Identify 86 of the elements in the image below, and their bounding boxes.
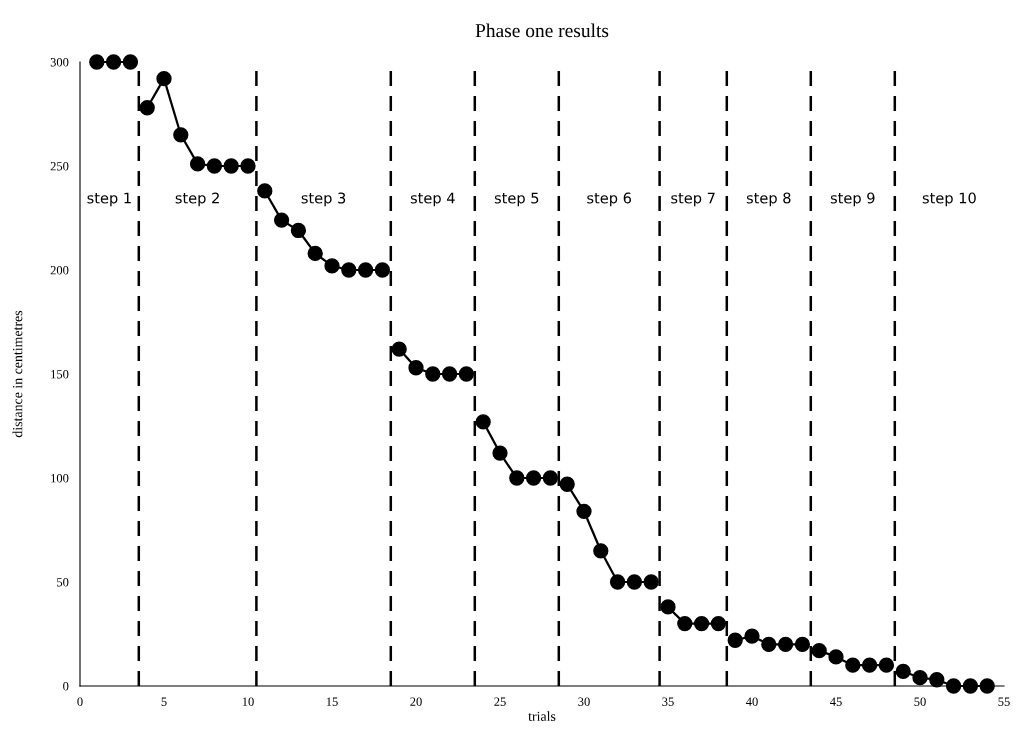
annotation: step 10 <box>922 192 976 207</box>
point <box>425 366 441 382</box>
y-tick-label: 0 <box>63 682 69 691</box>
point <box>828 649 844 665</box>
point <box>643 574 659 590</box>
point <box>525 470 542 486</box>
point <box>811 643 827 659</box>
annotation: step 8 <box>746 192 791 207</box>
point <box>475 414 491 430</box>
y-tick-label: 50 <box>57 578 69 587</box>
point <box>492 445 508 461</box>
point <box>189 156 206 172</box>
x-tick-label: 45 <box>829 697 842 706</box>
point <box>273 212 290 228</box>
point <box>576 503 592 519</box>
point <box>374 262 391 278</box>
annotation: step 5 <box>494 192 539 207</box>
annotation: step 2 <box>175 192 219 207</box>
y-tick-label: 300 <box>50 58 69 67</box>
point <box>240 158 256 174</box>
point <box>861 657 878 673</box>
point <box>794 636 811 653</box>
point <box>929 672 945 688</box>
point <box>341 262 357 278</box>
x-tick-label: 35 <box>662 697 674 706</box>
point <box>660 599 676 615</box>
point <box>173 127 189 143</box>
x-tick-label: 30 <box>578 697 590 706</box>
x-tick-label: 15 <box>326 697 338 706</box>
point <box>206 158 223 174</box>
chart-title: Phase one results <box>475 23 609 38</box>
point <box>744 628 760 644</box>
annotation: step 3 <box>301 192 346 207</box>
point <box>458 366 475 382</box>
y-tick-label: 200 <box>50 266 69 275</box>
point <box>895 663 911 680</box>
point <box>677 615 693 632</box>
point <box>122 54 139 70</box>
annotation: step 1 <box>87 192 131 207</box>
annotation: step 6 <box>587 192 632 207</box>
point <box>878 657 895 673</box>
x-axis-title: trials <box>528 711 556 721</box>
x-tick-label: 10 <box>242 697 254 706</box>
x-tick-label: 55 <box>998 697 1010 706</box>
annotation: step 7 <box>671 192 715 207</box>
annotation: step 4 <box>410 192 455 207</box>
point <box>979 678 995 694</box>
point <box>391 341 407 357</box>
point <box>307 245 323 261</box>
y-tick-label: 150 <box>51 370 69 379</box>
x-tick-label: 50 <box>914 697 926 706</box>
point <box>357 262 374 278</box>
point <box>441 366 458 382</box>
point <box>626 574 643 590</box>
point <box>761 636 777 653</box>
point <box>257 183 273 199</box>
point <box>408 360 424 376</box>
point <box>845 657 861 673</box>
point <box>727 632 743 648</box>
x-tick-label: 0 <box>77 697 83 706</box>
point <box>89 54 105 70</box>
point <box>509 470 525 486</box>
point <box>912 670 928 686</box>
point <box>223 158 239 174</box>
y-tick-label: 250 <box>50 162 69 171</box>
point <box>542 470 559 486</box>
point <box>777 636 794 653</box>
point <box>324 258 340 274</box>
point <box>559 476 575 492</box>
point <box>105 54 122 70</box>
x-tick-label: 20 <box>410 697 422 706</box>
y-axis-title: distance in centimetres <box>12 310 23 438</box>
point <box>710 615 727 632</box>
point <box>156 71 172 87</box>
point <box>290 222 307 239</box>
x-tick-label: 25 <box>494 697 506 706</box>
point <box>609 574 626 590</box>
point <box>945 678 962 694</box>
annotation: step 9 <box>830 192 875 207</box>
point <box>962 678 979 694</box>
x-tick-label: 40 <box>745 697 758 706</box>
point <box>593 543 609 559</box>
point <box>139 100 155 116</box>
y-tick-label: 100 <box>51 474 69 483</box>
point <box>693 615 710 632</box>
x-tick-label: 5 <box>161 697 167 706</box>
